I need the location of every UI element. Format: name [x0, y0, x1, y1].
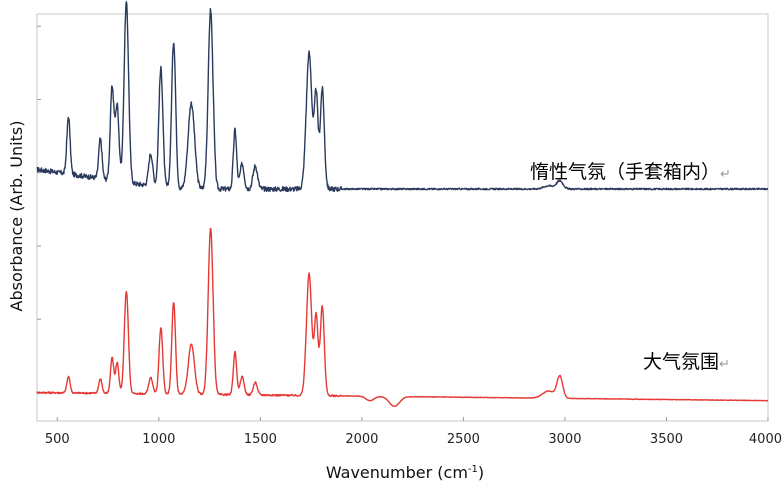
series-group [36, 1, 769, 408]
x-tick-label: 3500 [650, 432, 683, 447]
legend-label-inert: 惰性气氛（手套箱内）↵ [530, 161, 731, 183]
x-tick-label: 500 [45, 432, 70, 447]
y-axis-ticks [37, 25, 41, 394]
series-line-inert [36, 1, 769, 193]
x-tick-label: 4000 [749, 432, 782, 447]
x-tick-label: 3000 [548, 432, 581, 447]
x-axis-title: Wavenumber (cm-1) [326, 463, 484, 482]
x-tick-label: 2500 [447, 432, 480, 447]
plot-area-frame [36, 13, 769, 422]
x-tick-label: 1500 [244, 432, 277, 447]
y-axis-title: Absorbance (Arb. Units) [7, 121, 26, 312]
x-tick-label: 1000 [142, 432, 175, 447]
series-line-air [36, 227, 769, 408]
x-axis-ticks: 500 1000 1500 2000 2500 3000 3500 4000 [45, 417, 782, 447]
legend-label-air: 大气氛围↵ [643, 351, 730, 373]
x-tick-label: 2000 [345, 432, 378, 447]
